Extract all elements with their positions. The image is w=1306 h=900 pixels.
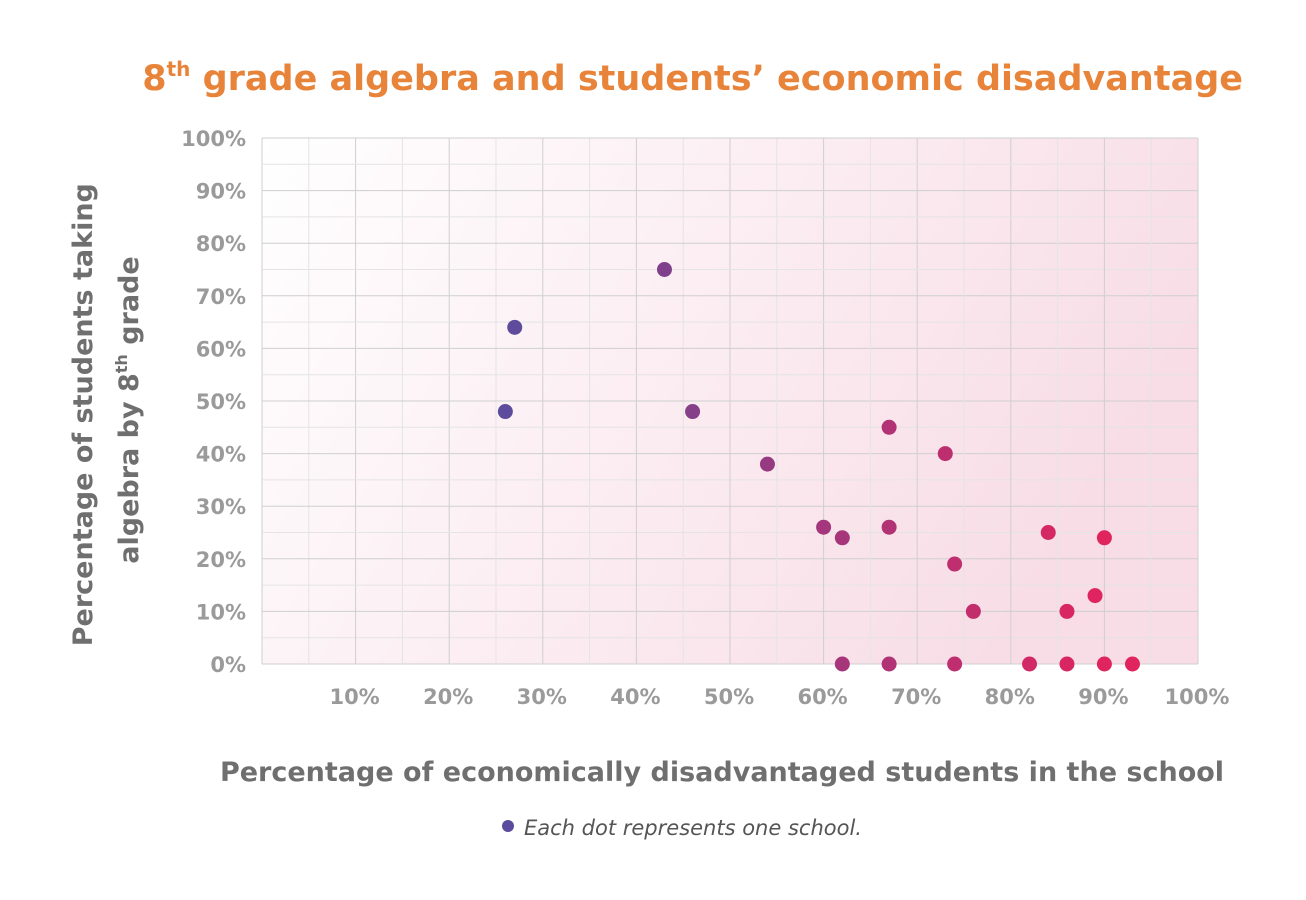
x-tick-label: 40% [610,685,660,709]
y-tick-label: 30% [196,495,246,519]
x-tick-label: 80% [985,685,1035,709]
y-tick-label: 60% [196,337,246,361]
data-point [1059,656,1075,672]
y-tick-label: 10% [196,600,246,624]
y-tick-label: 50% [196,390,246,414]
grid-lines [261,137,1199,665]
x-tick-label: 60% [797,685,847,709]
data-point [881,419,897,435]
data-point [1040,525,1056,540]
data-point [881,656,897,672]
x-tick-label: 90% [1078,685,1128,709]
y-tick-label: 20% [196,548,246,572]
data-point [947,556,963,572]
data-point [507,319,523,335]
data-point [1087,588,1103,604]
data-point [937,446,953,462]
data-point [834,530,850,546]
x-tick-label: 50% [704,685,754,709]
data-point [759,456,775,472]
y-axis-ticks: 0% 10% 20% 30% 40% 50% 60% 70% 80% 90% 100% [181,127,246,677]
data-point [881,519,897,535]
y-tick-label: 40% [196,443,246,467]
data-point [1059,603,1075,619]
chart-title: 8th grade algebra and students’ economic… [142,57,1243,99]
data-point [834,656,850,672]
x-tick-label: 70% [891,685,941,709]
y-tick-label: 100% [181,127,246,151]
x-tick-label: 30% [517,685,567,709]
data-point [965,603,981,619]
data-point [685,404,701,420]
data-point [1096,530,1112,546]
data-point [656,262,672,277]
data-points [497,262,1140,672]
y-tick-label: 0% [210,653,246,677]
x-axis-label: Percentage of economically disadvantaged… [220,757,1224,788]
data-point [816,519,832,535]
data-point [497,404,513,420]
legend-note: Each dot represents one school. [524,816,862,840]
y-axis-label: Percentage of students taking algebra by… [68,174,145,647]
x-tick-label: 10% [329,685,379,709]
data-point [1096,656,1112,672]
y-tick-label: 70% [196,285,246,309]
data-point [1124,656,1140,672]
y-tick-label: 90% [196,180,246,204]
data-point [947,656,963,672]
x-tick-label: 20% [423,685,473,709]
y-tick-label: 80% [196,232,246,256]
data-point [1022,656,1038,672]
x-tick-label: 100% [1165,685,1230,709]
legend-dot [502,820,514,832]
x-axis-ticks: 10% 20% 30% 40% 50% 60% 70% 80% 90% 100% [329,685,1229,709]
